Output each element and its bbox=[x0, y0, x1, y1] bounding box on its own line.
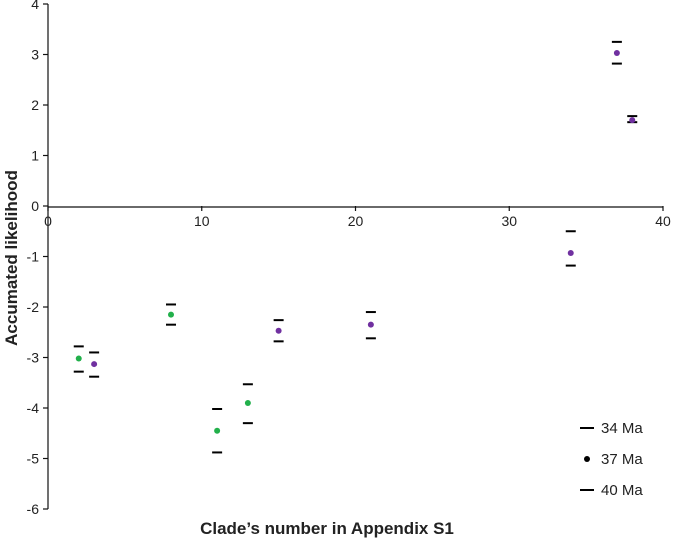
x-tick-label: 30 bbox=[501, 213, 517, 229]
data-point-purple bbox=[275, 327, 282, 334]
x-tick-label: 0 bbox=[44, 213, 52, 229]
data-marks bbox=[73, 40, 638, 454]
data-point-purple bbox=[613, 49, 620, 56]
y-tick-label: -2 bbox=[27, 299, 40, 315]
data-point-green bbox=[214, 427, 221, 434]
y-tick-label: 0 bbox=[31, 198, 39, 214]
data-point-green bbox=[168, 311, 174, 318]
y-axis-title: Accumated likelihood bbox=[2, 170, 21, 346]
y-tick-label: 3 bbox=[31, 47, 39, 63]
x-tick-label: 40 bbox=[655, 213, 671, 229]
y-tick-label: -4 bbox=[27, 400, 40, 416]
data-point-green bbox=[244, 399, 251, 406]
x-axis-ticks: 0 10 20 30 40 bbox=[44, 206, 671, 229]
data-point-purple bbox=[367, 321, 374, 328]
data-point-purple bbox=[629, 117, 636, 124]
y-tick-label: -6 bbox=[27, 501, 40, 517]
data-point-purple bbox=[567, 249, 574, 256]
data-point-purple bbox=[91, 361, 98, 368]
y-axis-ticks: 4 3 2 1 0 -1 -2 -3 -4 -5 -6 bbox=[27, 0, 48, 517]
legend-label: 34 Ma bbox=[601, 420, 643, 437]
y-tick-label: -1 bbox=[27, 249, 40, 265]
y-tick-label: 1 bbox=[31, 148, 39, 164]
y-tick-label: -5 bbox=[27, 451, 40, 467]
y-tick-label: 2 bbox=[31, 97, 39, 113]
legend-label: 37 Ma bbox=[601, 451, 643, 468]
x-axis-title: Clade’s number in Appendix S1 bbox=[200, 519, 454, 538]
legend-dot-icon bbox=[584, 456, 590, 462]
x-tick-label: 20 bbox=[348, 213, 364, 229]
y-tick-label: 4 bbox=[31, 0, 39, 12]
y-tick-label: -3 bbox=[27, 350, 40, 366]
x-tick-label: 10 bbox=[194, 213, 210, 229]
legend-label: 40 Ma bbox=[601, 482, 643, 499]
legend: 34 Ma 37 Ma 40 Ma bbox=[580, 420, 643, 499]
data-point-green bbox=[75, 355, 82, 362]
